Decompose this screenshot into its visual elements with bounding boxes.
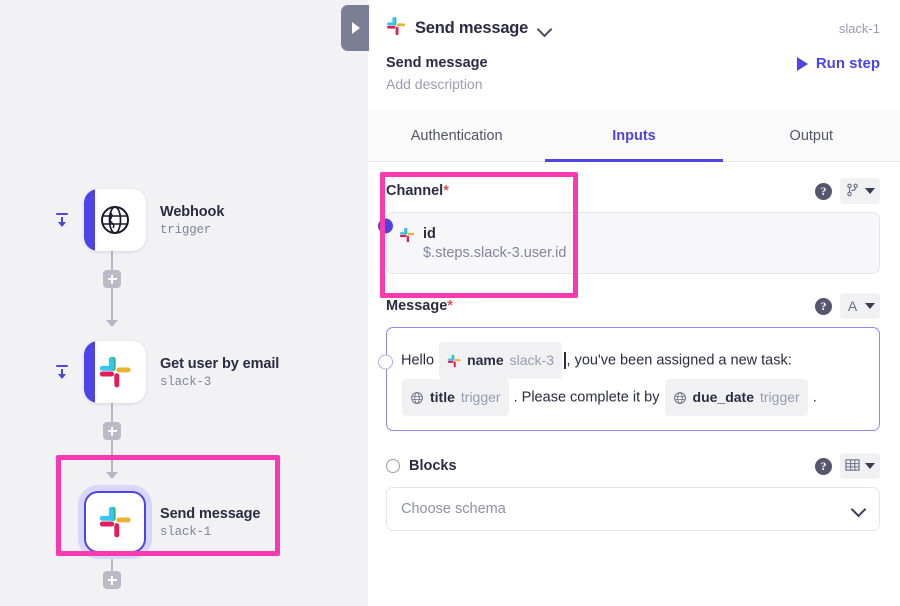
message-text-1: Hello [401, 352, 435, 369]
workflow-node-webhook[interactable]: Webhook trigger [50, 189, 224, 251]
globe-icon [410, 391, 424, 405]
table-icon [845, 458, 860, 475]
field-blocks: Blocks ? Choose schema [368, 453, 900, 531]
message-input[interactable]: Hello [378, 327, 880, 431]
pill-name-source: slack-3 [509, 352, 555, 368]
workflow-node-get-user-by-email[interactable]: Get user by email slack-3 [50, 341, 279, 403]
step-name: Send message [386, 55, 488, 71]
slack-icon [399, 227, 415, 248]
triangle-right-icon [352, 22, 360, 34]
question-mark-icon[interactable]: ? [815, 457, 832, 475]
blocks-radio[interactable] [386, 459, 400, 473]
caret-down-icon [865, 188, 875, 194]
node-card[interactable] [84, 189, 146, 251]
pill-name[interactable]: name slack-3 [439, 342, 563, 379]
question-mark-icon[interactable]: ? [815, 297, 832, 315]
connector-arrow [106, 472, 118, 479]
blocks-type-selector[interactable] [840, 453, 880, 479]
message-text-2: , you've been assigned a new task: [566, 352, 792, 369]
git-branch-icon [845, 183, 860, 200]
field-channel: Channel* ? [368, 172, 900, 298]
tab-authentication[interactable]: Authentication [410, 127, 503, 144]
message-content[interactable]: Hello [401, 342, 865, 416]
run-step-label: Run step [815, 55, 880, 72]
panel-collapse-button[interactable] [341, 5, 369, 51]
caret-down-icon [865, 303, 875, 309]
node-subtitle: trigger [160, 223, 212, 238]
pill-title[interactable]: title trigger [402, 379, 509, 416]
globe-icon [673, 391, 687, 405]
node-card-selected[interactable] [84, 491, 146, 553]
add-step-button[interactable] [103, 270, 121, 288]
node-subtitle: slack-1 [160, 525, 212, 540]
field-label-message: Message* [386, 298, 453, 314]
panel-subheader: Send message Run step [368, 41, 900, 72]
message-connector-circle [378, 354, 393, 370]
node-accent-stripe [84, 189, 95, 251]
field-message: Message* ? A Hello [368, 293, 900, 431]
field-label-blocks: Blocks [409, 458, 457, 474]
step-config-panel: Send message slack-1 Send message Run st… [341, 0, 900, 606]
node-title: Webhook [160, 203, 225, 220]
tab-inputs[interactable]: Inputs [545, 110, 723, 162]
channel-type-selector[interactable] [840, 178, 880, 204]
node-accent-stripe [84, 341, 95, 403]
message-text-4: . [812, 389, 817, 406]
add-description-button[interactable]: Add description [386, 76, 483, 92]
chevron-down-icon[interactable] [538, 22, 551, 35]
pill-title-label: title [430, 389, 455, 405]
globe-icon [98, 203, 132, 237]
connector-arrow [106, 320, 118, 327]
run-step-button[interactable]: Run step [796, 55, 880, 72]
node-subtitle: slack-3 [160, 375, 212, 390]
panel-tabs: Authentication Inputs Output [368, 110, 900, 162]
pill-title-source: trigger [460, 389, 501, 405]
slack-icon [98, 355, 132, 389]
pill-due-date[interactable]: due_date trigger [664, 379, 808, 416]
add-step-button[interactable] [103, 571, 121, 589]
text-cursor [564, 352, 566, 369]
connector-line [111, 251, 113, 326]
arrow-down-to-line-icon[interactable] [50, 208, 74, 232]
question-mark-icon[interactable]: ? [815, 182, 832, 200]
tab-output[interactable]: Output [789, 127, 834, 144]
channel-value-name: id [423, 226, 436, 242]
connector-line [111, 403, 113, 478]
blocks-schema-select[interactable]: Choose schema [386, 487, 880, 531]
caret-down-icon [865, 463, 875, 469]
blocks-schema-placeholder: Choose schema [401, 501, 506, 517]
panel-header: Send message slack-1 [368, 0, 900, 41]
add-step-button[interactable] [103, 422, 121, 440]
slack-icon [447, 354, 461, 368]
workflow-node-send-message[interactable]: Send message slack-1 [84, 491, 260, 553]
node-title: Send message [160, 505, 261, 522]
channel-connector-dot [378, 218, 393, 234]
message-type-selector[interactable]: A [840, 293, 880, 319]
step-ref-id: slack-1 [838, 21, 880, 36]
chevron-down-icon [853, 503, 865, 515]
pill-due-date-label: due_date [692, 389, 754, 405]
channel-value-path: $.steps.slack-3.user.id [423, 245, 567, 261]
channel-input[interactable]: id $.steps.slack-3.user.id [378, 212, 880, 274]
pill-due-date-source: trigger [760, 389, 800, 405]
pill-name-label: name [467, 352, 504, 368]
slack-icon [386, 16, 406, 41]
field-label-channel: Channel* [386, 183, 449, 199]
node-card[interactable] [84, 341, 146, 403]
node-title: Get user by email [160, 355, 280, 372]
panel-title: Send message [415, 19, 529, 37]
arrow-down-to-line-icon[interactable] [50, 360, 74, 384]
play-icon [796, 56, 808, 71]
slack-icon [98, 505, 132, 539]
workflow-canvas[interactable]: Webhook trigger [0, 0, 368, 606]
message-text-3: . Please complete it by [513, 389, 660, 406]
text-type-icon: A [847, 298, 858, 314]
